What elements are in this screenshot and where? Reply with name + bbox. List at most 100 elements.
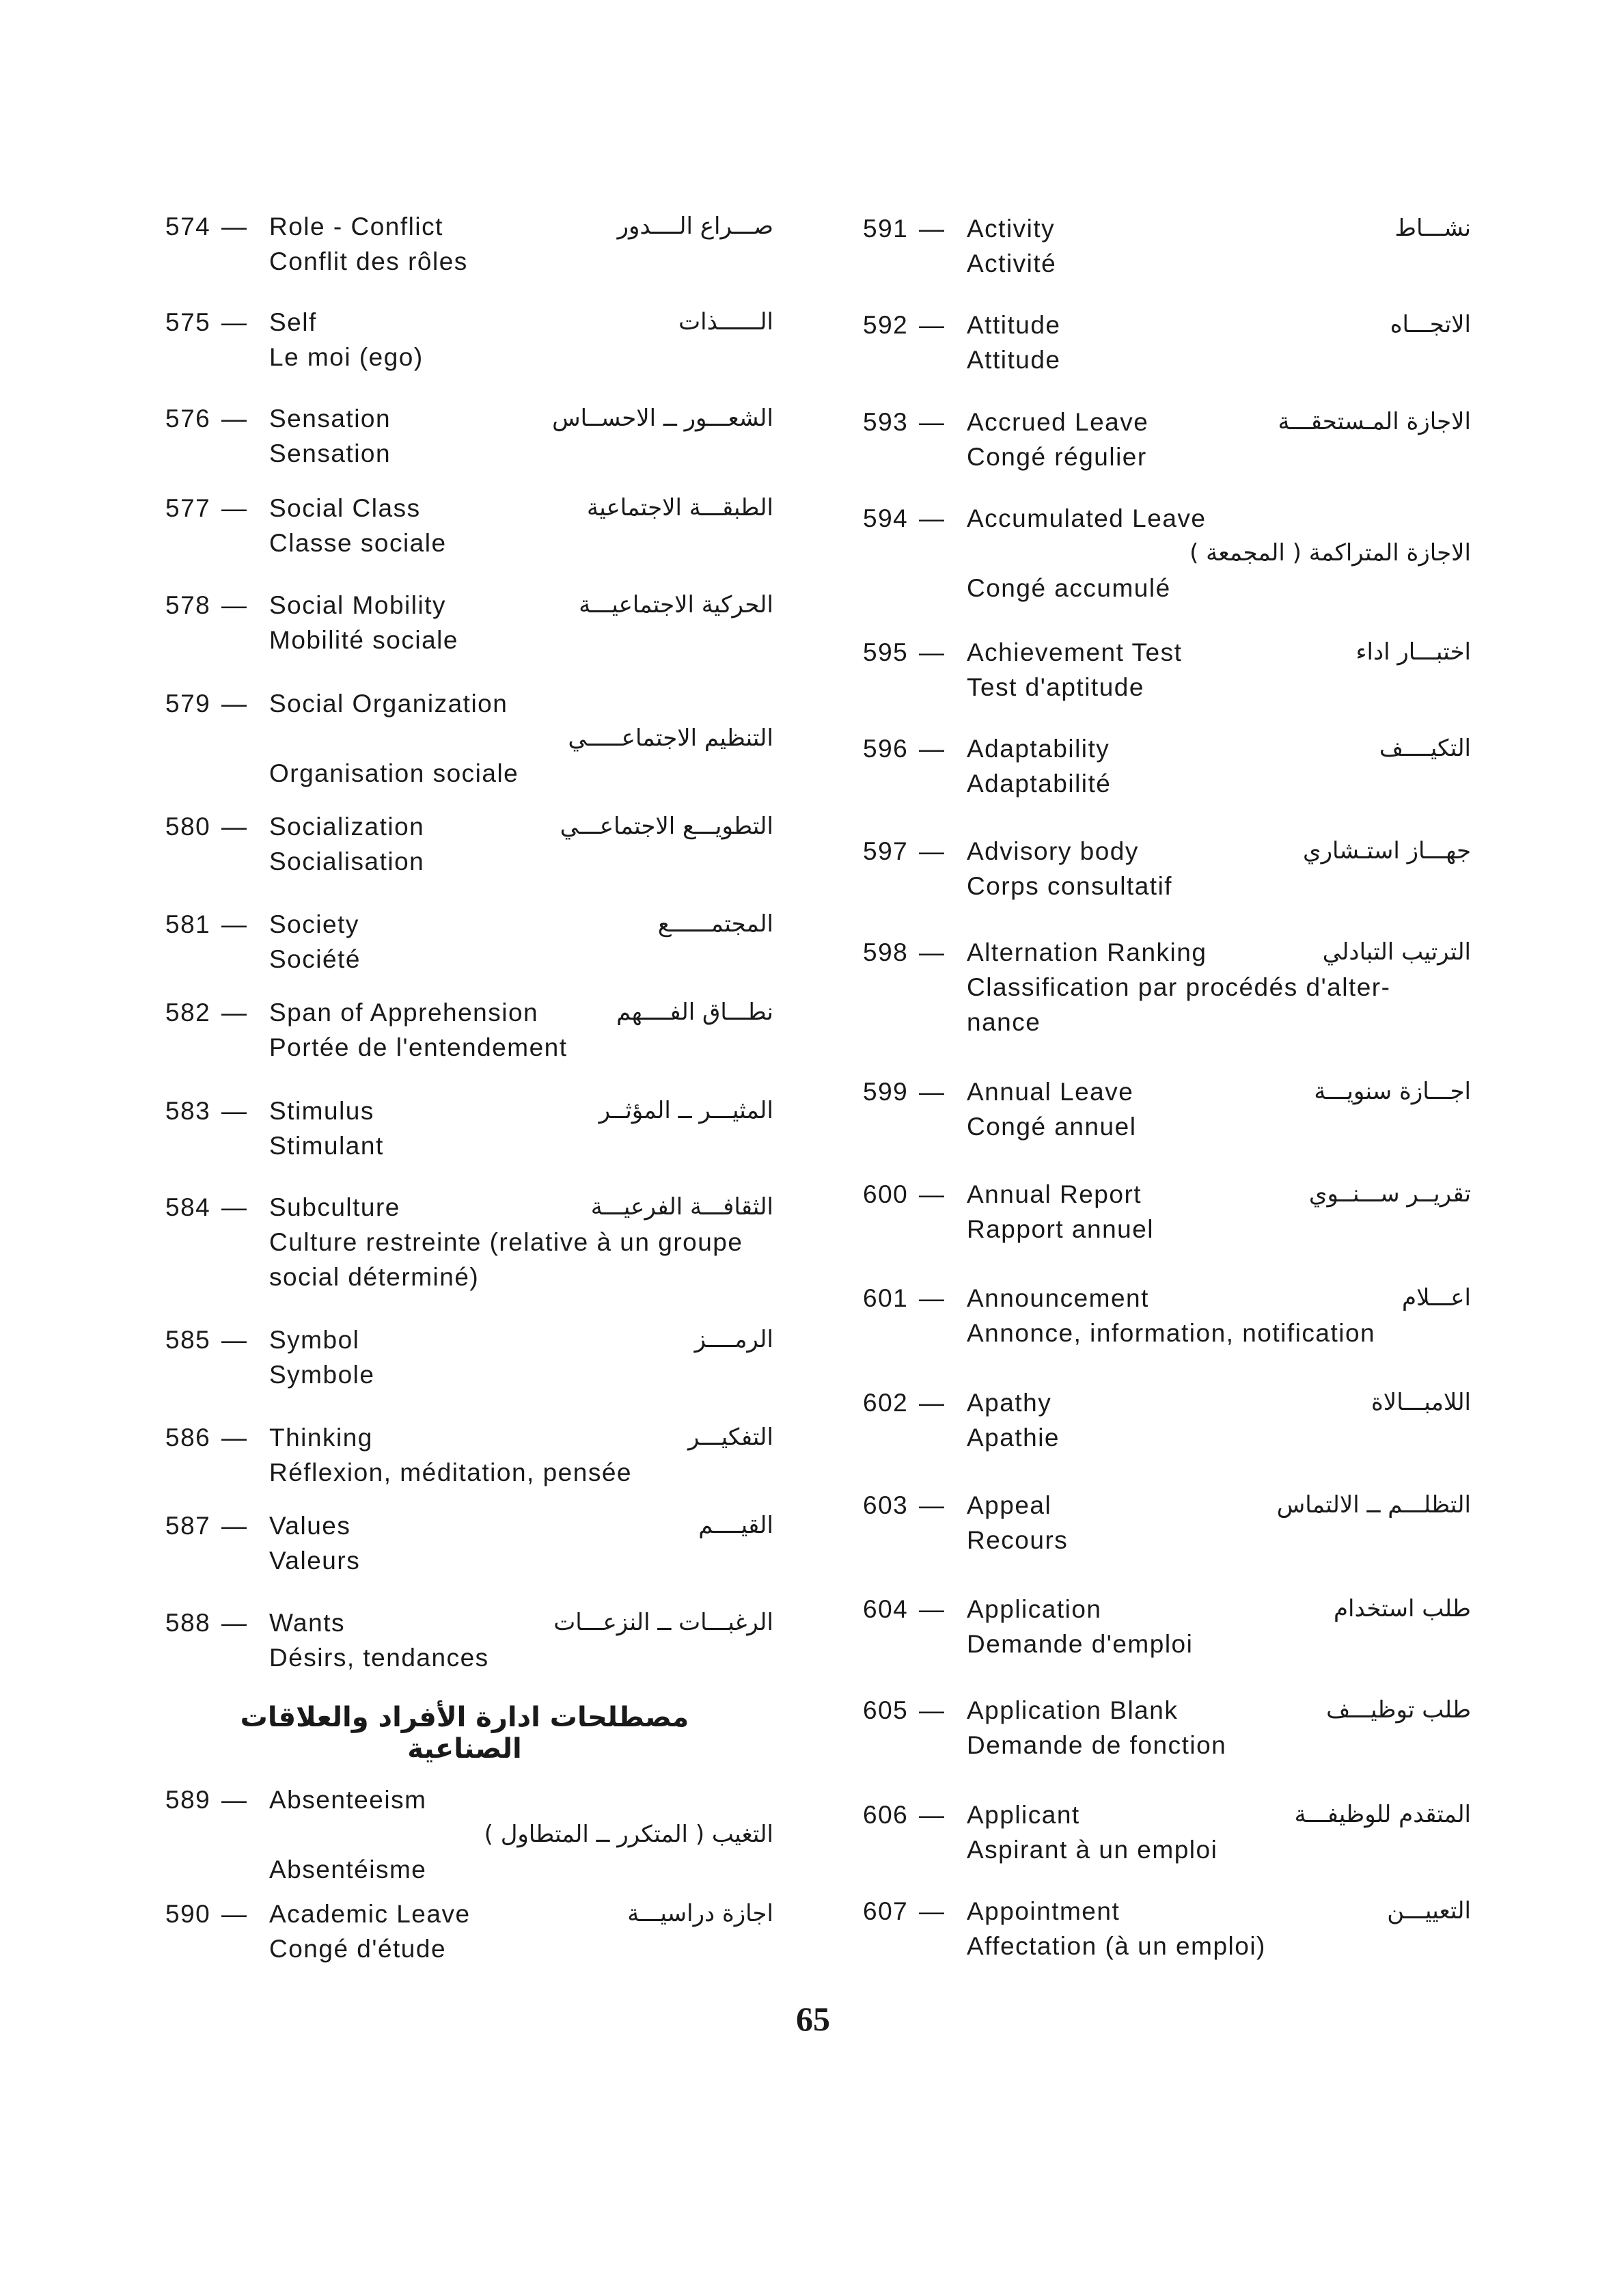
english-term: Symbol — [269, 1326, 360, 1354]
arabic-term: اعـــلام — [1402, 1284, 1471, 1311]
english-term: Achievement Test — [967, 638, 1183, 666]
french-term: Aspirant à un emploi — [967, 1836, 1218, 1864]
entry-number: 575 — [165, 308, 211, 336]
arabic-term: التكيــــف — [1379, 735, 1471, 762]
entry-dash: — — [221, 1424, 248, 1452]
arabic-term: التغيب ( المتكرر ــ المتطاول ) — [484, 1821, 773, 1848]
entry-dash: — — [919, 1180, 946, 1208]
entry-number: 602 — [863, 1389, 909, 1417]
english-term: Apathy — [967, 1389, 1052, 1417]
french-term: Attitude — [967, 346, 1061, 374]
english-term: Accrued Leave — [967, 408, 1149, 436]
arabic-term: التفكيـــر — [688, 1424, 773, 1451]
entry-dash: — — [919, 1284, 946, 1312]
arabic-term: الرغبـــات ــ النزعـــات — [553, 1609, 773, 1636]
section-heading: مصطلحات ادارة الأفراد والعلاقات الصناعية — [240, 1702, 689, 1765]
english-term: Adaptability — [967, 735, 1110, 763]
french-term: Symbole — [269, 1361, 375, 1389]
entry-number: 578 — [165, 591, 211, 619]
french-term: Société — [269, 945, 361, 973]
english-term: Application Blank — [967, 1696, 1179, 1724]
english-term: Accumulated Leave — [967, 504, 1207, 532]
entry-dash: — — [919, 1595, 946, 1623]
entry-dash: — — [221, 690, 248, 718]
french-term: Demande de fonction — [967, 1731, 1227, 1759]
french-term: Annonce, information, notification — [967, 1319, 1376, 1347]
entry-dash: — — [221, 1097, 248, 1125]
english-term: Appointment — [967, 1897, 1120, 1925]
english-term: Wants — [269, 1609, 345, 1637]
french-term: Apathie — [967, 1424, 1060, 1452]
entry-dash: — — [919, 1801, 946, 1829]
entry-number: 583 — [165, 1097, 211, 1125]
entry-number: 607 — [863, 1897, 909, 1925]
entry-dash: — — [221, 1326, 248, 1354]
english-term: Social Organization — [269, 690, 508, 718]
entry-dash: — — [919, 1897, 946, 1925]
arabic-term: الثقافـــة الفرعيـــة — [590, 1193, 773, 1221]
english-term: Absenteeism — [269, 1786, 427, 1814]
english-term: Self — [269, 308, 317, 336]
english-term: Socialization — [269, 813, 425, 841]
entry-dash: — — [919, 1696, 946, 1724]
french-term: Sensation — [269, 439, 391, 467]
entry-number: 606 — [863, 1801, 909, 1829]
french-term: Congé régulier — [967, 443, 1147, 471]
entry-dash: — — [221, 1193, 248, 1221]
arabic-term: طلب استخدام — [1334, 1595, 1471, 1622]
arabic-term: التطويـــع الاجتماعـــي — [560, 813, 773, 840]
arabic-term: صـــراع الــــدور — [617, 213, 773, 240]
entry-number: 586 — [165, 1424, 211, 1452]
entry-number: 603 — [863, 1491, 909, 1519]
arabic-term: اجـــازة سنويـــة — [1314, 1078, 1471, 1105]
arabic-term: اللامبـــالاة — [1371, 1389, 1471, 1416]
entry-dash: — — [919, 735, 946, 763]
entry-dash: — — [221, 998, 248, 1027]
english-term: Social Class — [269, 494, 421, 522]
entry-number: 604 — [863, 1595, 909, 1623]
entry-number: 585 — [165, 1326, 211, 1354]
french-term: Stimulant — [269, 1132, 384, 1160]
english-term: Role - Conflict — [269, 213, 443, 241]
arabic-term: اجازة دراسيـــة — [627, 1900, 773, 1927]
entry-number: 592 — [863, 311, 909, 339]
french-term: Valeurs — [269, 1547, 361, 1575]
english-term: Social Mobility — [269, 591, 446, 619]
french-term: Test d'aptitude — [967, 673, 1144, 701]
english-term: Annual Leave — [967, 1078, 1134, 1106]
entry-dash: — — [221, 910, 248, 938]
arabic-term: القيــــم — [698, 1512, 773, 1539]
entry-number: 595 — [863, 638, 909, 666]
english-term: Thinking — [269, 1424, 373, 1452]
entry-number: 589 — [165, 1786, 211, 1814]
french-term: Culture restreinte (relative à un groupe — [269, 1228, 743, 1256]
arabic-term: المجتمــــــع — [657, 910, 773, 938]
french-term: Le moi (ego) — [269, 343, 424, 371]
entry-number: 601 — [863, 1284, 909, 1312]
french-term: Demande d'emploi — [967, 1630, 1194, 1658]
french-term: Recours — [967, 1526, 1069, 1554]
french-term: Mobilité sociale — [269, 626, 458, 654]
french-term: Corps consultatif — [967, 872, 1173, 900]
arabic-term: الرمــــز — [694, 1326, 773, 1353]
english-term: Advisory body — [967, 837, 1139, 865]
entry-number: 599 — [863, 1078, 909, 1106]
entry-number: 600 — [863, 1180, 909, 1208]
entry-number: 580 — [165, 813, 211, 841]
entry-dash: — — [221, 494, 248, 522]
entry-dash: — — [919, 837, 946, 865]
arabic-term: اختبـــار اداء — [1355, 638, 1471, 666]
entry-number: 588 — [165, 1609, 211, 1637]
arabic-term: المتقدم للوظيفـــة — [1294, 1801, 1471, 1828]
english-term: Announcement — [967, 1284, 1149, 1312]
entry-dash: — — [221, 1900, 248, 1928]
entry-number: 582 — [165, 998, 211, 1027]
entry-number: 587 — [165, 1512, 211, 1540]
entry-number: 590 — [165, 1900, 211, 1928]
arabic-term: جهـــاز استـشاري — [1302, 837, 1471, 865]
arabic-term: الترتيب التبادلي — [1322, 938, 1471, 966]
arabic-term: المثيـــر ــ المؤثــر — [598, 1097, 773, 1124]
english-term: Attitude — [967, 311, 1061, 339]
page-number: 65 — [796, 2000, 830, 2038]
english-term: Values — [269, 1512, 351, 1540]
